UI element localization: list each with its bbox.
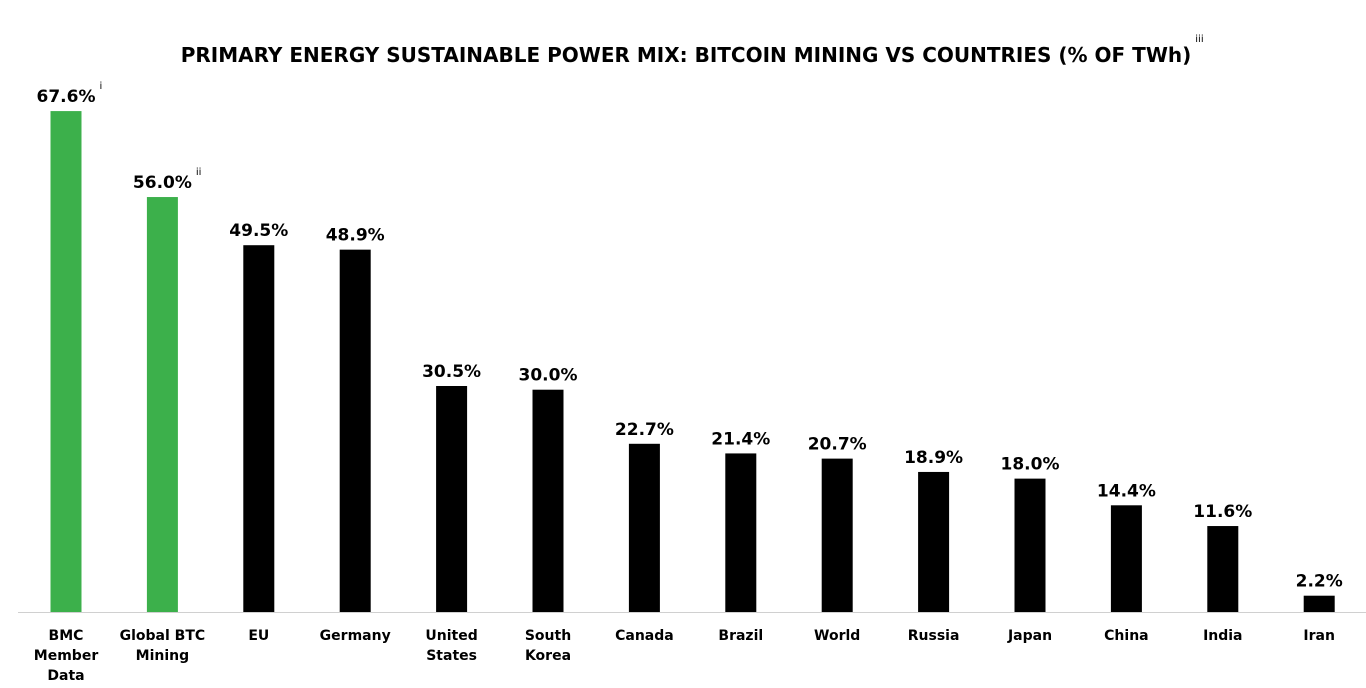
data-label: 56.0% <box>133 173 192 193</box>
bar-india <box>1207 526 1239 612</box>
bar-iran <box>1303 595 1335 612</box>
x-tick-label: Member <box>34 648 99 664</box>
x-tick-label: Russia <box>908 628 960 644</box>
data-label: 22.7% <box>615 420 674 440</box>
data-label: 20.7% <box>808 435 867 455</box>
x-tick-label: Data <box>47 668 84 684</box>
x-tick-label: States <box>426 648 477 664</box>
x-tick-label: Mining <box>136 648 189 664</box>
x-tick-label: Germany <box>320 628 391 644</box>
data-label: 2.2% <box>1296 572 1343 592</box>
x-tick-label: Canada <box>615 628 674 644</box>
bar-russia <box>918 471 950 612</box>
data-label: 18.0% <box>1001 455 1060 475</box>
data-label: 18.9% <box>904 448 963 468</box>
bar-brazil <box>725 453 757 612</box>
x-tick-label: BMC <box>49 628 84 644</box>
bar-eu <box>243 245 275 612</box>
x-tick-label: China <box>1104 628 1148 644</box>
x-tick-label: India <box>1203 628 1242 644</box>
x-tick-label: Korea <box>525 648 571 664</box>
data-label: 67.6% <box>37 87 96 107</box>
x-tick-label: World <box>814 628 860 644</box>
bar-canada <box>628 443 660 612</box>
data-label: 30.5% <box>422 362 481 382</box>
data-label: 21.4% <box>711 429 770 449</box>
x-tick-label: Iran <box>1303 628 1335 644</box>
data-label: 49.5% <box>229 221 288 241</box>
data-label: 14.4% <box>1097 481 1156 501</box>
x-tick-label: EU <box>248 628 269 644</box>
bar-germany <box>339 249 371 612</box>
chart-title: PRIMARY ENERGY SUSTAINABLE POWER MIX: BI… <box>181 43 1192 67</box>
data-label-footnote: i <box>99 81 102 92</box>
bar-world <box>821 458 853 612</box>
bar-bmc-member-data <box>50 111 82 613</box>
data-label: 11.6% <box>1193 502 1252 522</box>
bar-global-btc-mining <box>146 197 178 613</box>
data-label: 30.0% <box>519 366 578 386</box>
bar-united-states <box>436 385 468 612</box>
data-label: 48.9% <box>326 226 385 246</box>
bar-china <box>1110 505 1142 612</box>
x-tick-label: Japan <box>1007 628 1052 644</box>
bar-south-korea <box>532 389 564 612</box>
x-tick-label: Brazil <box>718 628 763 644</box>
bar-japan <box>1014 478 1046 612</box>
x-tick-label: United <box>425 628 477 644</box>
x-tick-label: Global BTC <box>120 628 206 644</box>
x-tick-label: South <box>525 628 571 644</box>
data-label-footnote: ii <box>196 167 202 178</box>
chart-title-footnote: iii <box>1195 34 1203 45</box>
